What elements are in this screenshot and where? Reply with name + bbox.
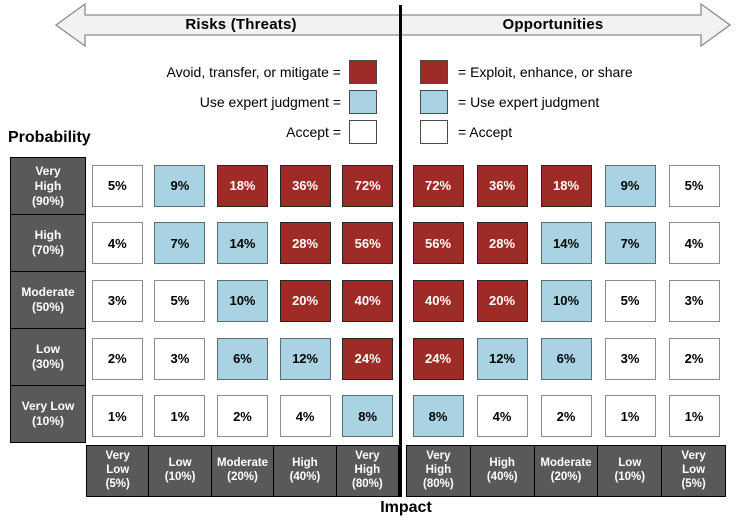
impact-axis-title: Impact	[380, 499, 432, 516]
risk-cell: 36%	[279, 164, 331, 207]
probability-row-header: Very High (90%)	[10, 157, 86, 215]
probability-axis-title: Probability	[8, 129, 91, 146]
risk-cell: 4%	[91, 222, 143, 265]
blue-swatch	[420, 90, 448, 114]
risk-cell: 28%	[279, 222, 331, 265]
opportunity-cell: 7%	[604, 222, 656, 265]
opportunity-cell: 12%	[476, 337, 528, 380]
legend-item: Avoid, transfer, or mitigate =	[0, 59, 377, 85]
opportunity-cell: 5%	[668, 164, 720, 207]
risks-banner-label: Risks (Threats)	[185, 15, 297, 33]
opportunity-cell: 10%	[540, 279, 592, 322]
opportunity-cell: 1%	[604, 395, 656, 438]
opportunity-cell: 36%	[476, 164, 528, 207]
opportunity-cell: 72%	[412, 164, 464, 207]
opportunity-cell: 3%	[604, 337, 656, 380]
opportunity-cell: 18%	[540, 164, 592, 207]
risk-cell: 6%	[216, 337, 268, 380]
risk-cell: 8%	[342, 395, 394, 438]
risk-cell: 5%	[91, 164, 143, 207]
impact-col-header: Very Low (5%)	[86, 445, 150, 497]
legend-item: = Exploit, enhance, or share	[420, 59, 720, 85]
opportunity-cell: 3%	[668, 279, 720, 322]
impact-col-header: High (40%)	[469, 445, 535, 497]
legend-item: = Use expert judgment	[420, 89, 720, 115]
legend-opportunities: = Exploit, enhance, or share = Use exper…	[420, 59, 720, 149]
opportunity-cell: 5%	[604, 279, 656, 322]
risk-cell: 4%	[279, 395, 331, 438]
probability-row-header: Very Low (10%)	[10, 385, 86, 443]
legend-risks: Avoid, transfer, or mitigate = Use exper…	[0, 59, 377, 149]
legend-label: = Use expert judgment	[458, 94, 600, 110]
opportunity-cell: 9%	[604, 164, 656, 207]
risk-cell: 2%	[91, 337, 143, 380]
white-swatch	[420, 120, 448, 144]
risk-cell: 3%	[91, 279, 143, 322]
risk-cell: 14%	[216, 222, 268, 265]
impact-col-header: Low (10%)	[597, 445, 663, 497]
legend-item: = Accept	[420, 119, 720, 145]
red-swatch	[420, 60, 448, 84]
legend-label: Accept =	[286, 124, 341, 140]
risk-cell: 7%	[154, 222, 206, 265]
red-swatch	[349, 60, 377, 84]
opportunity-cell: 1%	[668, 395, 720, 438]
impact-col-header: Very Low (5%)	[661, 445, 726, 497]
risk-cell: 1%	[154, 395, 206, 438]
opportunity-cell: 2%	[540, 395, 592, 438]
impact-col-headers-risks: Very Low (5%) Low (10%) Moderate (20%) High…	[86, 445, 400, 497]
opportunity-cell: 20%	[476, 279, 528, 322]
probability-row-header: High (70%)	[10, 214, 86, 272]
risk-cell: 9%	[154, 164, 206, 207]
risk-cell: 72%	[342, 164, 394, 207]
risk-cell: 12%	[279, 337, 331, 380]
blue-swatch	[349, 90, 377, 114]
opportunity-cell: 56%	[412, 222, 464, 265]
legend-label: Avoid, transfer, or mitigate =	[166, 64, 341, 80]
risk-cell: 24%	[342, 337, 394, 380]
impact-col-header: Low (10%)	[148, 445, 212, 497]
probability-row-headers: Very High (90%) High (70%) Moderate (50%) L…	[10, 157, 86, 443]
risk-cell: 2%	[216, 395, 268, 438]
opportunity-cell: 14%	[540, 222, 592, 265]
probability-row-header: Low (30%)	[10, 328, 86, 386]
opportunity-cell: 28%	[476, 222, 528, 265]
legend-item: Accept =	[0, 119, 377, 145]
opportunity-cell: 40%	[412, 279, 464, 322]
impact-col-header: Moderate (20%)	[533, 445, 599, 497]
risk-cell: 18%	[216, 164, 268, 207]
risks-matrix-grid: 5% 9% 18% 36% 72% 4% 7% 14% 28% 56% 3% 5% 10% 20% 40% 2…	[86, 157, 399, 445]
opportunity-cell: 24%	[412, 337, 464, 380]
impact-col-header: High (40%)	[273, 445, 337, 497]
risk-cell: 3%	[154, 337, 206, 380]
center-divider	[399, 5, 402, 497]
opportunities-matrix-grid: 72% 36% 18% 9% 5% 56% 28% 14% 7% 4% 40% 20% 10% 5% 3% 2…	[406, 157, 726, 445]
double-arrow-banner	[54, 2, 732, 48]
double-arrow-icon	[54, 2, 732, 48]
opportunity-cell: 4%	[668, 222, 720, 265]
risk-cell: 10%	[216, 279, 268, 322]
risk-cell: 5%	[154, 279, 206, 322]
risk-cell: 40%	[342, 279, 394, 322]
opportunity-cell: 4%	[476, 395, 528, 438]
impact-col-header: Very High (80%)	[406, 445, 471, 497]
legend-label: Use expert judgment =	[199, 94, 341, 110]
opportunity-cell: 6%	[540, 337, 592, 380]
legend-item: Use expert judgment =	[0, 89, 377, 115]
white-swatch	[349, 120, 377, 144]
legend-label: = Accept	[458, 124, 513, 140]
risk-cell: 56%	[342, 222, 394, 265]
risk-cell: 20%	[279, 279, 331, 322]
risk-cell: 1%	[91, 395, 143, 438]
opportunity-cell: 2%	[668, 337, 720, 380]
probability-row-header: Moderate (50%)	[10, 271, 86, 329]
impact-col-header: Moderate (20%)	[210, 445, 275, 497]
impact-col-headers-opportunities: Very High (80%) High (40%) Moderate (20%) L…	[406, 445, 726, 497]
legend-label: = Exploit, enhance, or share	[458, 64, 633, 80]
impact-col-header: Very High (80%)	[335, 445, 400, 497]
opportunity-cell: 8%	[412, 395, 464, 438]
opportunities-banner-label: Opportunities	[502, 15, 604, 33]
